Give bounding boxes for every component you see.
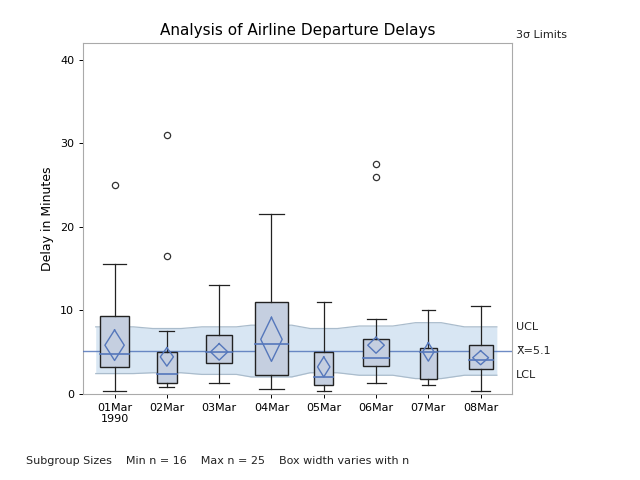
Title: Analysis of Airline Departure Delays: Analysis of Airline Departure Delays — [160, 23, 435, 38]
Y-axis label: Delay in Minutes: Delay in Minutes — [42, 166, 54, 271]
Bar — [468, 345, 493, 369]
Bar — [206, 335, 232, 363]
Text: X̅=5.1: X̅=5.1 — [516, 346, 551, 356]
Bar — [157, 352, 177, 383]
Bar — [255, 302, 287, 375]
Bar — [364, 339, 388, 366]
Text: Subgroup Sizes    Min n = 16    Max n = 25    Box width varies with n: Subgroup Sizes Min n = 16 Max n = 25 Box… — [26, 456, 409, 466]
Text: 3σ Limits: 3σ Limits — [516, 30, 567, 40]
Bar — [420, 348, 437, 379]
Text: UCL: UCL — [516, 322, 538, 332]
Bar — [100, 316, 129, 367]
Text: LCL: LCL — [516, 370, 536, 380]
Bar — [314, 352, 333, 385]
